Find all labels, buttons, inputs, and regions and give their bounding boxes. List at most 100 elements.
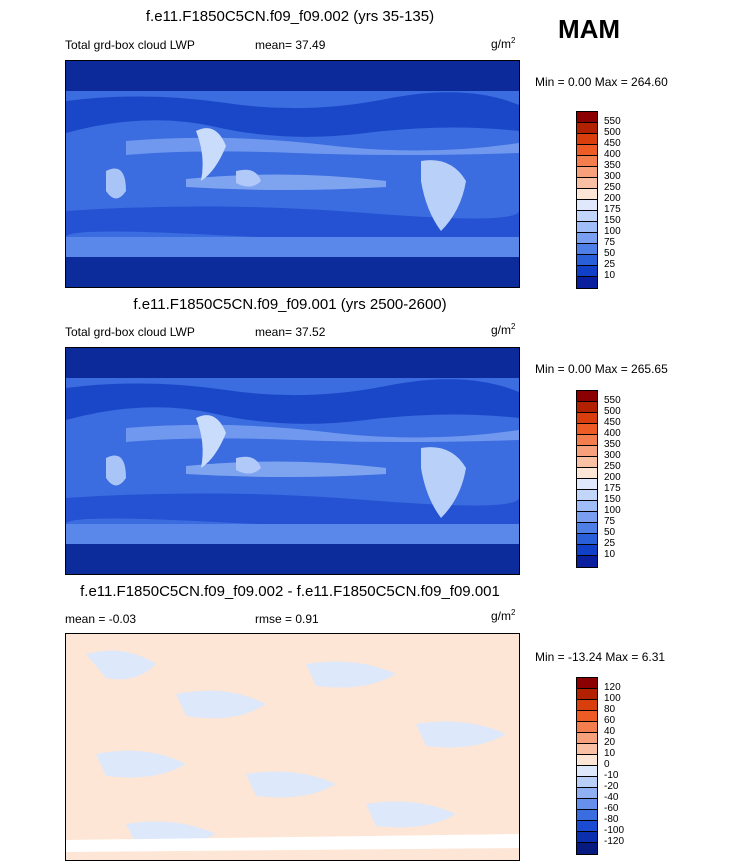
panel-2-unit: g/m2 bbox=[491, 322, 516, 337]
panel-1-map bbox=[65, 60, 520, 288]
colorbar-swatch bbox=[577, 277, 597, 288]
colorbar-swatch bbox=[577, 402, 597, 413]
panel-2-mean: mean= 37.52 bbox=[255, 325, 326, 339]
colorbar-tick-label: -20 bbox=[604, 781, 619, 792]
colorbar-tick-label: 100 bbox=[604, 226, 621, 237]
colorbar-swatch bbox=[577, 189, 597, 200]
colorbar-swatch bbox=[577, 457, 597, 468]
colorbar-tick-label: -120 bbox=[604, 836, 625, 847]
colorbar-tick-label: 450 bbox=[604, 138, 621, 149]
colorbar-tick-label: 550 bbox=[604, 395, 621, 406]
colorbar-swatch bbox=[577, 523, 597, 534]
colorbar-tick-label: 175 bbox=[604, 483, 621, 494]
colorbar-swatch bbox=[577, 545, 597, 556]
colorbar-swatch bbox=[577, 167, 597, 178]
colorbar-tick-label: -10 bbox=[604, 770, 619, 781]
colorbar-swatch bbox=[577, 744, 597, 755]
panel-2-title: f.e11.F1850C5CN.f09_f09.001 (yrs 2500-26… bbox=[133, 296, 447, 313]
panel-3-colorbar bbox=[576, 677, 598, 855]
colorbar-swatch bbox=[577, 156, 597, 167]
colorbar-tick-label: 300 bbox=[604, 450, 621, 461]
colorbar-tick-label: 75 bbox=[604, 237, 616, 248]
colorbar-swatch bbox=[577, 777, 597, 788]
colorbar-swatch bbox=[577, 490, 597, 501]
colorbar-tick-label: 250 bbox=[604, 182, 621, 193]
colorbar-swatch bbox=[577, 233, 597, 244]
colorbar-tick-label: 10 bbox=[604, 549, 616, 560]
colorbar-tick-label: 150 bbox=[604, 215, 621, 226]
colorbar-tick-label: 120 bbox=[604, 682, 621, 693]
colorbar-swatch bbox=[577, 413, 597, 424]
colorbar-tick-label: 350 bbox=[604, 439, 621, 450]
colorbar-swatch bbox=[577, 678, 597, 689]
colorbar-tick-label: 50 bbox=[604, 527, 616, 538]
colorbar-tick-label: -80 bbox=[604, 814, 619, 825]
colorbar-tick-label: 80 bbox=[604, 704, 616, 715]
panel-2-variable-label: Total grd-box cloud LWP bbox=[65, 325, 195, 339]
colorbar-tick-label: 10 bbox=[604, 270, 616, 281]
colorbar-tick-label: 20 bbox=[604, 737, 616, 748]
colorbar-swatch bbox=[577, 244, 597, 255]
panel-1-colorbar bbox=[576, 111, 598, 289]
colorbar-swatch bbox=[577, 556, 597, 567]
colorbar-tick-label: 250 bbox=[604, 461, 621, 472]
colorbar-swatch bbox=[577, 711, 597, 722]
colorbar-tick-label: 175 bbox=[604, 204, 621, 215]
colorbar-tick-label: 200 bbox=[604, 472, 621, 483]
colorbar-swatch bbox=[577, 446, 597, 457]
panel-3-map bbox=[65, 633, 520, 861]
colorbar-swatch bbox=[577, 755, 597, 766]
colorbar-swatch bbox=[577, 733, 597, 744]
panel-1-unit: g/m2 bbox=[491, 36, 516, 51]
colorbar-swatch bbox=[577, 424, 597, 435]
colorbar-tick-label: 150 bbox=[604, 494, 621, 505]
colorbar-swatch bbox=[577, 766, 597, 777]
colorbar-swatch bbox=[577, 479, 597, 490]
colorbar-tick-label: 500 bbox=[604, 127, 621, 138]
season-label: MAM bbox=[558, 14, 621, 44]
colorbar-swatch bbox=[577, 832, 597, 843]
panel-3-title: f.e11.F1850C5CN.f09_f09.002 - f.e11.F185… bbox=[80, 583, 500, 600]
panel-2-minmax: Min = 0.00 Max = 265.65 bbox=[535, 362, 668, 376]
colorbar-swatch bbox=[577, 821, 597, 832]
colorbar-swatch bbox=[577, 266, 597, 277]
colorbar-swatch bbox=[577, 799, 597, 810]
panel-2-colorbar bbox=[576, 390, 598, 568]
colorbar-tick-label: 550 bbox=[604, 116, 621, 127]
colorbar-swatch bbox=[577, 134, 597, 145]
colorbar-swatch bbox=[577, 689, 597, 700]
colorbar-swatch bbox=[577, 843, 597, 854]
colorbar-tick-label: -60 bbox=[604, 803, 619, 814]
panel-3-mean: mean = -0.03 bbox=[65, 612, 137, 626]
colorbar-swatch bbox=[577, 200, 597, 211]
colorbar-swatch bbox=[577, 391, 597, 402]
colorbar-swatch bbox=[577, 534, 597, 545]
colorbar-tick-label: 100 bbox=[604, 693, 621, 704]
colorbar-swatch bbox=[577, 788, 597, 799]
colorbar-tick-label: 10 bbox=[604, 748, 616, 759]
colorbar-swatch bbox=[577, 178, 597, 189]
colorbar-swatch bbox=[577, 222, 597, 233]
colorbar-swatch bbox=[577, 145, 597, 156]
colorbar-swatch bbox=[577, 255, 597, 266]
colorbar-swatch bbox=[577, 700, 597, 711]
colorbar-swatch bbox=[577, 501, 597, 512]
colorbar-tick-label: 50 bbox=[604, 248, 616, 259]
colorbar-tick-label: -100 bbox=[604, 825, 625, 836]
panel-2-map bbox=[65, 347, 520, 575]
colorbar-tick-label: 200 bbox=[604, 193, 621, 204]
colorbar-tick-label: 25 bbox=[604, 259, 616, 270]
colorbar-tick-label: 40 bbox=[604, 726, 616, 737]
colorbar-tick-label: -40 bbox=[604, 792, 619, 803]
colorbar-swatch bbox=[577, 810, 597, 821]
colorbar-tick-label: 100 bbox=[604, 505, 621, 516]
colorbar-swatch bbox=[577, 435, 597, 446]
colorbar-swatch bbox=[577, 722, 597, 733]
colorbar-swatch bbox=[577, 512, 597, 523]
colorbar-tick-label: 400 bbox=[604, 149, 621, 160]
colorbar-tick-label: 60 bbox=[604, 715, 616, 726]
colorbar-tick-label: 0 bbox=[604, 759, 610, 770]
colorbar-tick-label: 75 bbox=[604, 516, 616, 527]
colorbar-swatch bbox=[577, 211, 597, 222]
colorbar-tick-label: 400 bbox=[604, 428, 621, 439]
